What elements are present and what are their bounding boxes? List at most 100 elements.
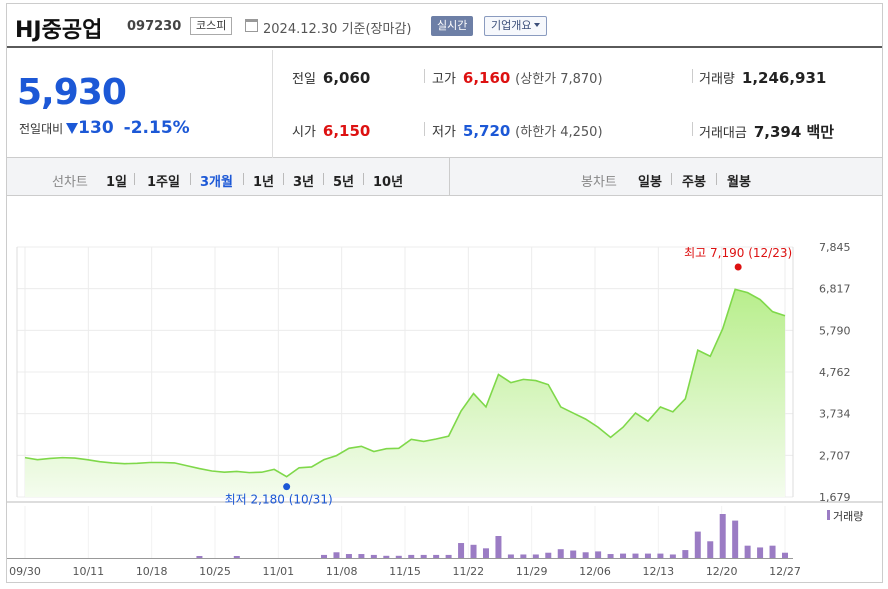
x-tick-label: 12/13 (642, 565, 674, 578)
x-tick-label: 11/22 (452, 565, 484, 578)
volume-bar (707, 541, 714, 558)
volume-bar (582, 552, 589, 558)
x-tick-label: 10/18 (136, 565, 168, 578)
divider (283, 173, 284, 185)
tab-3m[interactable]: 3개월 (200, 175, 233, 190)
stat-volume: 거래량 1,246,931 (699, 68, 826, 87)
volume-bar (520, 554, 527, 558)
volume-bar (595, 551, 602, 558)
volume-bar (632, 553, 639, 558)
volume-bar (233, 556, 240, 558)
volume-bar (321, 554, 328, 558)
stat-value: 7,394 백만 (753, 123, 835, 141)
x-tick-label: 11/01 (262, 565, 294, 578)
y-tick-label: 7,845 (819, 241, 851, 254)
stat-value: 6,060 (322, 69, 371, 87)
volume-bar (669, 554, 676, 558)
volume-bar (744, 545, 751, 558)
x-tick-label: 12/20 (706, 565, 738, 578)
stat-label: 거래대금 (699, 126, 747, 141)
volume-bar (333, 552, 340, 558)
title-bar: HJ중공업 097230 코스피 2024.12.30 기준(장마감) 실시간 … (7, 4, 882, 48)
price-chart: 7,845 6,817 5,790 4,762 3,734 2,707 1,679 09/30… (7, 241, 883, 578)
tab-3y[interactable]: 3년 (293, 175, 315, 190)
x-tick-label: 10/25 (199, 565, 231, 578)
stock-name: HJ중공업 (15, 18, 103, 43)
market-badge: 코스피 (190, 17, 233, 35)
down-triangle-icon (66, 123, 79, 134)
area-fill (25, 289, 785, 497)
change-percent: -2.15% (123, 118, 190, 138)
stat-high: 고가 6,160 (상한가 7,870) (432, 68, 603, 87)
stat-low: 저가 5,720 (하한가 4,250) (432, 121, 603, 140)
volume-bar (694, 531, 701, 558)
volume-bar (644, 553, 651, 558)
volume-bar (782, 552, 788, 558)
stat-value: 6,160 (462, 69, 511, 87)
tab-1y[interactable]: 1년 (253, 175, 275, 190)
divider (671, 173, 672, 185)
stock-code: 097230 (127, 19, 182, 34)
divider (449, 158, 450, 196)
stat-prev-close: 전일 6,060 (292, 68, 370, 87)
volume-bar (445, 554, 452, 558)
y-tick-label: 6,817 (819, 283, 851, 296)
company-overview-button[interactable]: 기업개요 (484, 16, 548, 36)
divider (243, 173, 244, 185)
change-label: 전일대비 (19, 122, 64, 136)
realtime-button[interactable]: 실시간 (431, 16, 474, 36)
tab-1d[interactable]: 1일 (106, 175, 128, 190)
volume-bar (196, 556, 203, 558)
divider (363, 173, 364, 185)
volume-bar (495, 536, 502, 558)
current-price: 5,930 (17, 72, 127, 113)
tab-weekly[interactable]: 주봉 (682, 175, 706, 190)
divider (716, 173, 717, 185)
upper-limit: (상한가 7,870) (515, 72, 603, 87)
lower-limit: (하한가 4,250) (515, 125, 603, 140)
volume-bar (358, 554, 365, 558)
volume-bar (682, 550, 689, 558)
price-main: 5,930 전일대비 130 -2.15% (7, 50, 273, 158)
tab-monthly[interactable]: 월봉 (727, 175, 751, 190)
tab-5y[interactable]: 5년 (333, 175, 355, 190)
chevron-down-icon (534, 23, 541, 27)
divider (692, 122, 693, 136)
volume-bar (570, 550, 577, 558)
y-tick-label: 2,707 (819, 449, 851, 462)
tab-10y[interactable]: 10년 (373, 175, 404, 190)
volume-bar (757, 547, 764, 558)
chart-tab-bar: 선차트 1일 1주일 3개월 1년 3년 5년 10년 봉차트 일봉 주봉 월봉 (7, 158, 882, 196)
stock-widget: HJ중공업 097230 코스피 2024.12.30 기준(장마감) 실시간 … (6, 3, 883, 583)
stat-label: 저가 (432, 125, 456, 140)
volume-bar (370, 554, 377, 558)
high-annotation: 최고 7,190 (12/23) (684, 246, 792, 260)
volume-bar (719, 514, 726, 558)
volume-bar (557, 549, 564, 558)
volume-bar (345, 554, 352, 558)
line-chart-label: 선차트 (52, 175, 88, 190)
volume-bar (607, 554, 614, 558)
volume-bar (420, 554, 427, 558)
volume-bar (383, 555, 390, 558)
divider (323, 173, 324, 185)
volume-bar (769, 545, 776, 558)
stat-label: 시가 (292, 125, 316, 140)
y-tick-label: 1,679 (819, 491, 851, 504)
stat-open: 시가 6,150 (292, 121, 370, 140)
stat-label: 거래량 (699, 72, 735, 87)
stat-label: 고가 (432, 72, 456, 87)
tab-1w[interactable]: 1주일 (147, 175, 180, 190)
volume-bar (470, 544, 477, 558)
volume-legend-swatch (827, 510, 830, 520)
calendar-icon (245, 19, 258, 32)
volume-bar (507, 554, 514, 558)
divider (424, 69, 425, 83)
tab-daily[interactable]: 일봉 (638, 175, 662, 190)
y-tick-label: 5,790 (819, 324, 851, 337)
stat-value: 6,150 (322, 122, 371, 140)
change-row: 전일대비 130 -2.15% (19, 118, 190, 138)
volume-bar (532, 554, 539, 558)
price-line (24, 288, 786, 478)
volume-legend: 거래량 (833, 510, 863, 523)
